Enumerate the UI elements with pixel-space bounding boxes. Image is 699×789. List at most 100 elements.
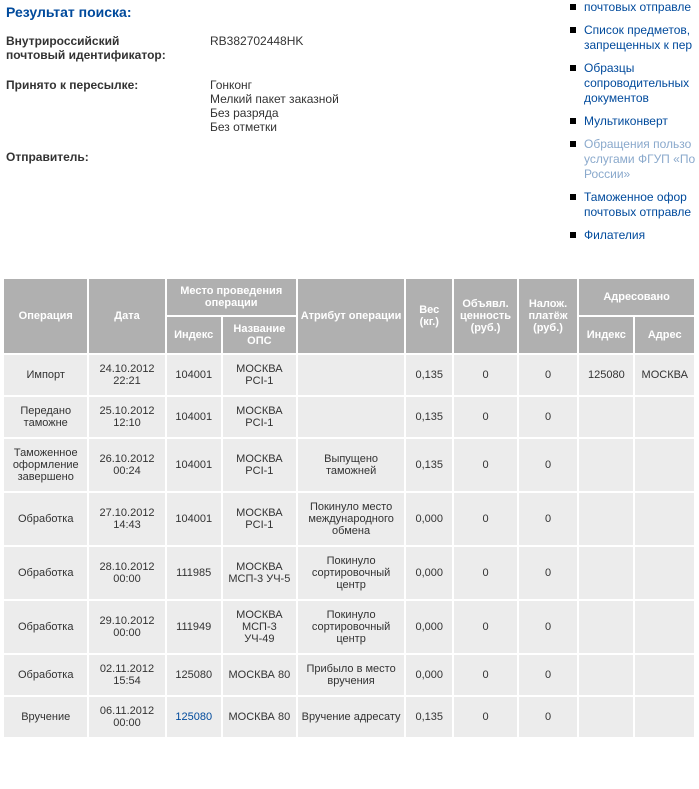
th-ops: Название ОПС xyxy=(223,317,296,353)
th-place: Место проведения операции xyxy=(167,279,296,315)
cell-addr-index xyxy=(579,697,633,737)
sidebar-link-5[interactable]: Таможенное офор почтовых отправле xyxy=(584,190,691,219)
cell-declared: 0 xyxy=(454,397,517,437)
cell-declared: 0 xyxy=(454,355,517,395)
cell-addr xyxy=(635,601,694,653)
cell-cod: 0 xyxy=(519,655,577,695)
cell-index[interactable]: 125080 xyxy=(167,697,221,737)
cell-ops: МОСКВА 80 xyxy=(223,655,296,695)
th-declared: Объявл. ценность (руб.) xyxy=(454,279,517,353)
cell-date: 24.10.2012 22:21 xyxy=(89,355,164,395)
sender-label: Отправитель: xyxy=(6,150,210,164)
cell-addr-index xyxy=(579,601,633,653)
cell-addr xyxy=(635,493,694,545)
cell-index: 125080 xyxy=(167,655,221,695)
cell-declared: 0 xyxy=(454,655,517,695)
cell-operation: Обработка xyxy=(4,547,87,599)
th-addressed: Адресовано xyxy=(579,279,694,315)
cell-declared: 0 xyxy=(454,601,517,653)
table-row: Вручение06.11.2012 00:00125080МОСКВА 80В… xyxy=(4,697,694,737)
cell-weight: 0,135 xyxy=(406,355,452,395)
cell-weight: 0,135 xyxy=(406,397,452,437)
cell-operation: Вручение xyxy=(4,697,87,737)
cell-index: 104001 xyxy=(167,397,221,437)
cell-attr: Покинуло сортировочный центр xyxy=(298,601,404,653)
cell-weight: 0,000 xyxy=(406,493,452,545)
cell-operation: Таможенное оформление завершено xyxy=(4,439,87,491)
cell-cod: 0 xyxy=(519,397,577,437)
cell-date: 25.10.2012 12:10 xyxy=(89,397,164,437)
cell-addr xyxy=(635,655,694,695)
cell-addr-index xyxy=(579,655,633,695)
accepted-value-1: Гонконг xyxy=(210,78,252,92)
th-cod: Налож. платёж (руб.) xyxy=(519,279,577,353)
accepted-label: Принято к пересылке: xyxy=(6,78,210,134)
cell-addr-index: 125080 xyxy=(579,355,633,395)
cell-weight: 0,000 xyxy=(406,655,452,695)
cell-cod: 0 xyxy=(519,493,577,545)
sidebar-links: почтовых отправле Список предметов, запре… xyxy=(564,0,699,251)
sidebar-item: Таможенное офор почтовых отправле xyxy=(564,190,699,228)
cell-weight: 0,000 xyxy=(406,601,452,653)
cell-cod: 0 xyxy=(519,439,577,491)
search-result-heading: Результат поиска: xyxy=(6,4,564,20)
th-index: Индекс xyxy=(167,317,221,353)
cell-attr: Покинуло сортировочный центр xyxy=(298,547,404,599)
cell-operation: Обработка xyxy=(4,493,87,545)
cell-date: 28.10.2012 00:00 xyxy=(89,547,164,599)
cell-attr: Прибыло в место вручения xyxy=(298,655,404,695)
cell-ops: МОСКВА PCI-1 xyxy=(223,355,296,395)
cell-attr: Покинуло место международного обмена xyxy=(298,493,404,545)
cell-declared: 0 xyxy=(454,493,517,545)
th-weight: Вес (кг.) xyxy=(406,279,452,353)
table-row: Обработка02.11.2012 15:54125080МОСКВА 80… xyxy=(4,655,694,695)
sidebar-link-2[interactable]: Образцы сопроводительных документов xyxy=(584,61,689,105)
accepted-value-2: Мелкий пакет заказной xyxy=(210,92,339,106)
cell-operation: Обработка xyxy=(4,601,87,653)
cell-operation: Обработка xyxy=(4,655,87,695)
cell-addr-index xyxy=(579,439,633,491)
table-row: Импорт24.10.2012 22:21104001МОСКВА PCI-1… xyxy=(4,355,694,395)
cell-addr-index xyxy=(579,493,633,545)
cell-cod: 0 xyxy=(519,697,577,737)
cell-attr: Вручение адресату xyxy=(298,697,404,737)
sidebar-link-1[interactable]: Список предметов, запрещенных к пер xyxy=(584,23,692,52)
cell-declared: 0 xyxy=(454,697,517,737)
sidebar-link-0[interactable]: почтовых отправле xyxy=(584,0,691,14)
th-date: Дата xyxy=(89,279,164,353)
table-row: Обработка28.10.2012 00:00111985МОСКВА МС… xyxy=(4,547,694,599)
cell-addr xyxy=(635,547,694,599)
cell-ops: МОСКВА PCI-1 xyxy=(223,493,296,545)
identifier-label-line1: Внутрироссийский xyxy=(6,34,119,48)
cell-date: 27.10.2012 14:43 xyxy=(89,493,164,545)
cell-addr: МОСКВА xyxy=(635,355,694,395)
cell-attr: Выпущено таможней xyxy=(298,439,404,491)
cell-operation: Передано таможне xyxy=(4,397,87,437)
sidebar-item: Образцы сопроводительных документов xyxy=(564,61,699,114)
cell-weight: 0,135 xyxy=(406,697,452,737)
cell-ops: МОСКВА МСП-3 УЧ-5 xyxy=(223,547,296,599)
cell-weight: 0,000 xyxy=(406,547,452,599)
cell-index: 104001 xyxy=(167,493,221,545)
cell-ops: МОСКВА 80 xyxy=(223,697,296,737)
cell-addr xyxy=(635,397,694,437)
table-row: Таможенное оформление завершено26.10.201… xyxy=(4,439,694,491)
sidebar-item: Филателия xyxy=(564,228,699,251)
th-addr-name: Адрес xyxy=(635,317,694,353)
sidebar-link-6[interactable]: Филателия xyxy=(584,228,645,242)
sidebar-link-3[interactable]: Мультиконверт xyxy=(584,114,668,128)
th-addr-index: Индекс xyxy=(579,317,633,353)
identifier-label-line2: почтовый идентификатор: xyxy=(6,48,166,62)
cell-declared: 0 xyxy=(454,439,517,491)
cell-index: 111985 xyxy=(167,547,221,599)
cell-date: 29.10.2012 00:00 xyxy=(89,601,164,653)
sidebar-item: Список предметов, запрещенных к пер xyxy=(564,23,699,61)
cell-addr-index xyxy=(579,547,633,599)
cell-ops: МОСКВА PCI-1 xyxy=(223,397,296,437)
cell-operation: Импорт xyxy=(4,355,87,395)
identifier-value: RB382702448HK xyxy=(210,34,303,62)
sidebar-link-4[interactable]: Обращения пользо услугами ФГУП «По Росси… xyxy=(584,137,695,181)
cell-addr xyxy=(635,697,694,737)
identifier-label: Внутрироссийский почтовый идентификатор: xyxy=(6,34,210,62)
sidebar-item: Мультиконверт xyxy=(564,114,699,137)
